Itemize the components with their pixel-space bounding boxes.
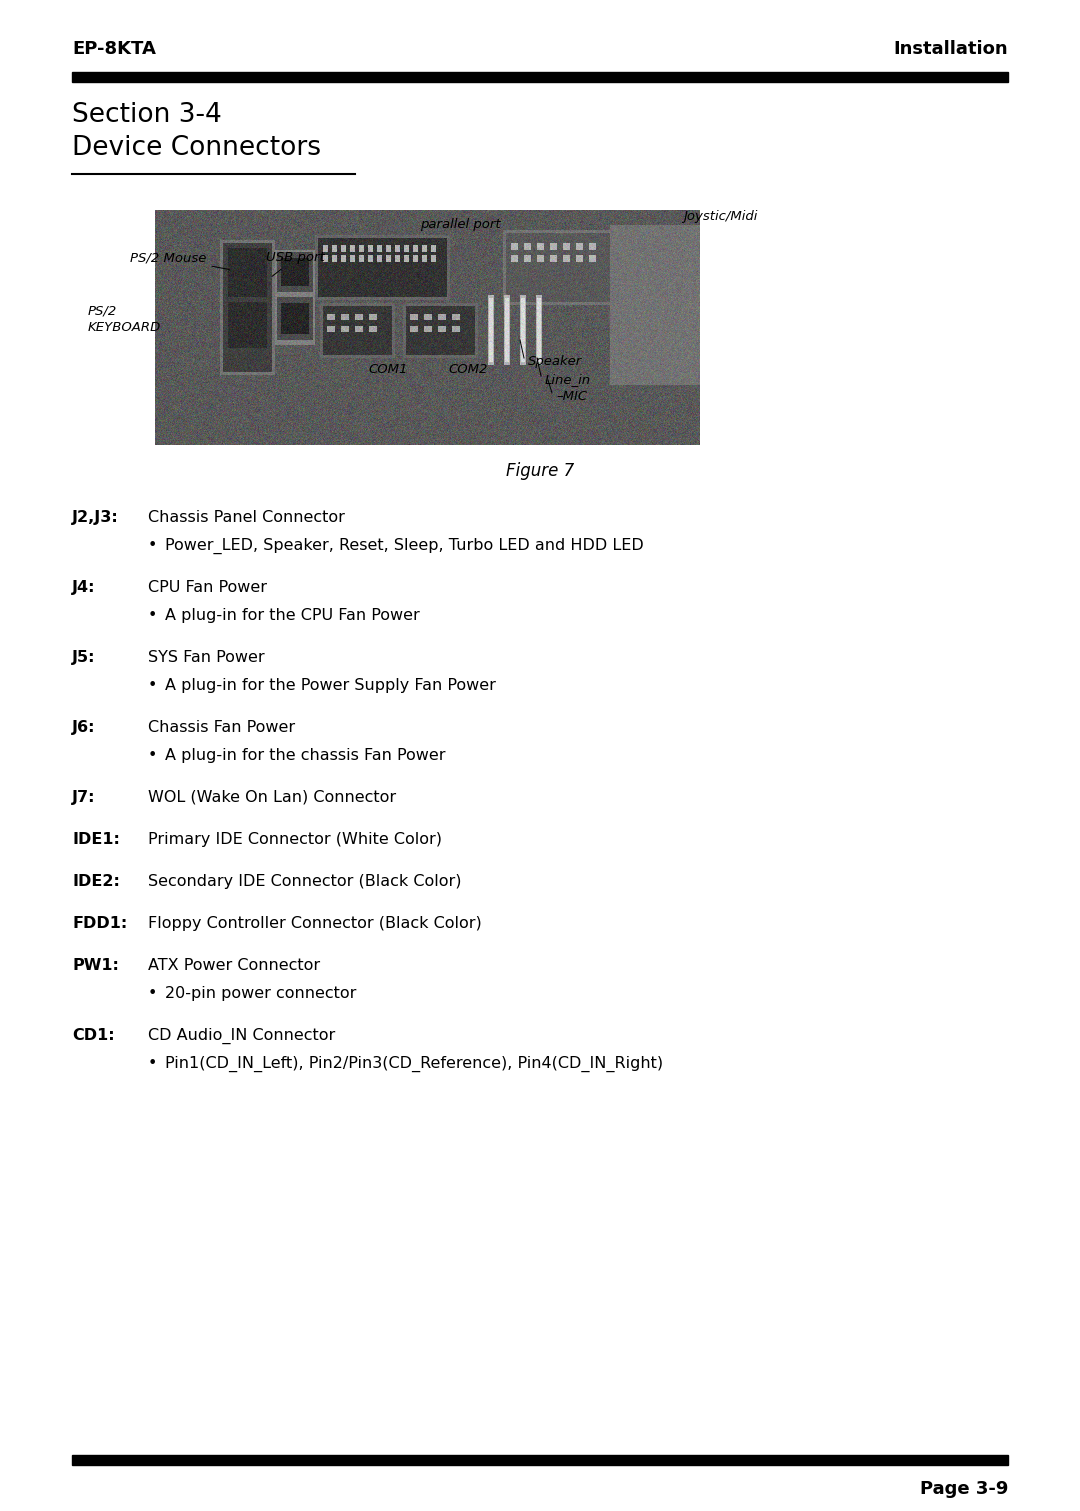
Text: CPU Fan Power: CPU Fan Power — [148, 580, 267, 595]
Text: EP-8KTA: EP-8KTA — [72, 39, 156, 57]
Text: COM1: COM1 — [368, 363, 407, 376]
Text: J7:: J7: — [72, 790, 95, 805]
Text: Secondary IDE Connector (Black Color): Secondary IDE Connector (Black Color) — [148, 873, 461, 888]
Text: J4:: J4: — [72, 580, 95, 595]
Text: 20-pin power connector: 20-pin power connector — [165, 987, 356, 1000]
Text: Line_in: Line_in — [545, 373, 591, 385]
Text: A plug-in for the CPU Fan Power: A plug-in for the CPU Fan Power — [165, 607, 420, 623]
Text: Section 3-4: Section 3-4 — [72, 103, 221, 128]
Text: IDE1:: IDE1: — [72, 833, 120, 848]
Text: Joystic/Midi: Joystic/Midi — [683, 210, 757, 224]
Text: PS/2
KEYBOARD: PS/2 KEYBOARD — [87, 305, 161, 334]
Text: •: • — [148, 1056, 158, 1071]
Text: •: • — [148, 678, 158, 694]
Text: Page 3-9: Page 3-9 — [920, 1479, 1008, 1497]
Text: J6:: J6: — [72, 721, 95, 734]
Text: PS/2 Mouse: PS/2 Mouse — [130, 251, 229, 269]
Text: Device Connectors: Device Connectors — [72, 134, 321, 162]
Text: Primary IDE Connector (White Color): Primary IDE Connector (White Color) — [148, 833, 442, 848]
Text: CD Audio_IN Connector: CD Audio_IN Connector — [148, 1027, 335, 1044]
Text: •: • — [148, 607, 158, 623]
Text: Chassis Panel Connector: Chassis Panel Connector — [148, 511, 345, 524]
Text: FDD1:: FDD1: — [72, 916, 127, 931]
Text: Chassis Fan Power: Chassis Fan Power — [148, 721, 295, 734]
Text: Installation: Installation — [893, 39, 1008, 57]
Text: IDE2:: IDE2: — [72, 873, 120, 888]
Text: ATX Power Connector: ATX Power Connector — [148, 958, 320, 973]
Text: COM2: COM2 — [448, 363, 488, 376]
Bar — [72, 73, 1008, 82]
Text: Figure 7: Figure 7 — [505, 462, 575, 480]
Text: J2,J3:: J2,J3: — [72, 511, 119, 524]
Text: USB port: USB port — [266, 251, 325, 277]
Text: J5:: J5: — [72, 650, 95, 665]
Text: Floppy Controller Connector (Black Color): Floppy Controller Connector (Black Color… — [148, 916, 482, 931]
Text: SYS Fan Power: SYS Fan Power — [148, 650, 265, 665]
Text: PW1:: PW1: — [72, 958, 119, 973]
Bar — [72, 1455, 1008, 1466]
Text: •: • — [148, 748, 158, 763]
Text: •: • — [148, 987, 158, 1000]
Text: A plug-in for the chassis Fan Power: A plug-in for the chassis Fan Power — [165, 748, 446, 763]
Text: Pin1(CD_IN_Left), Pin2/Pin3(CD_Reference), Pin4(CD_IN_Right): Pin1(CD_IN_Left), Pin2/Pin3(CD_Reference… — [165, 1056, 663, 1073]
Text: parallel port: parallel port — [420, 218, 500, 231]
Text: •: • — [148, 538, 158, 553]
Text: –MIC: –MIC — [556, 390, 588, 403]
Text: A plug-in for the Power Supply Fan Power: A plug-in for the Power Supply Fan Power — [165, 678, 496, 694]
Text: CD1:: CD1: — [72, 1027, 114, 1043]
Text: Speaker: Speaker — [528, 355, 582, 369]
Text: WOL (Wake On Lan) Connector: WOL (Wake On Lan) Connector — [148, 790, 396, 805]
Text: Power_LED, Speaker, Reset, Sleep, Turbo LED and HDD LED: Power_LED, Speaker, Reset, Sleep, Turbo … — [165, 538, 644, 555]
